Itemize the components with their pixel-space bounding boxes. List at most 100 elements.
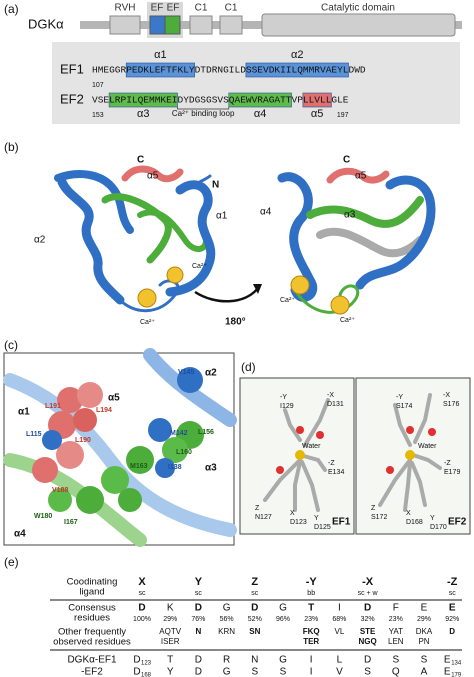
residue-label: L190 — [75, 437, 91, 444]
ligand-type: sc + w — [358, 590, 379, 597]
label: α4 — [260, 207, 272, 218]
helix-box — [228, 92, 292, 108]
ligand-label: S176 — [443, 401, 459, 408]
residue: D — [133, 655, 140, 666]
other-residue: DKA — [416, 627, 433, 636]
domain-box — [164, 15, 181, 35]
consensus-residue: D — [138, 603, 145, 614]
sequence-segment: QAEWVRAGATT — [229, 95, 292, 106]
label: α2 — [205, 368, 217, 379]
residue: S — [421, 655, 428, 666]
residue: D — [195, 655, 202, 666]
consensus-residue: T — [308, 603, 314, 614]
residue-number: 197 — [337, 112, 349, 119]
other-residue: YAT — [389, 627, 403, 636]
segment-label: α3 — [137, 108, 149, 120]
consensus-percent: 29% — [163, 616, 177, 623]
segment-label: α2 — [291, 49, 303, 61]
residue-label: V145 — [178, 369, 194, 376]
other-residue: SN — [249, 627, 260, 636]
loop-bracket — [177, 107, 230, 110]
consensus-residue: I — [338, 603, 341, 614]
sequence-segment: SSEVDKIILQMMRVAEYL — [246, 65, 349, 76]
consensus-percent: 96% — [276, 616, 290, 623]
residue: I — [310, 655, 313, 666]
residue-number: 123 — [141, 661, 152, 667]
label: α2 — [34, 235, 46, 246]
other-residue: LEN — [388, 637, 404, 646]
residue: R — [223, 655, 230, 666]
ligand-label: -X — [443, 392, 450, 399]
rotation-arrow — [194, 287, 259, 303]
other-residue: PN — [418, 637, 429, 646]
ligand-label: -Y — [280, 394, 287, 401]
label: Ca²⁺ — [140, 319, 155, 326]
helix-box — [125, 62, 195, 78]
panel-label: (c) — [4, 338, 18, 352]
other-residue: FKQ — [303, 627, 320, 636]
arrowhead — [253, 284, 262, 294]
ligand-label: -Z — [444, 460, 451, 467]
ligand-type: sc — [139, 590, 147, 597]
consensus-percent: 23% — [389, 616, 403, 623]
residue: S — [280, 667, 287, 677]
residue: D — [195, 667, 202, 677]
ligand-label: X — [406, 510, 411, 517]
row-label: residues — [74, 613, 110, 624]
residue: A — [421, 667, 428, 677]
segment-label: α5 — [311, 108, 323, 120]
domain-box — [189, 15, 213, 35]
consensus-residue: D — [364, 603, 371, 614]
residue-number: 168 — [141, 673, 152, 677]
residue: V — [336, 667, 343, 677]
residue-label: W180 — [34, 513, 52, 520]
residue-number: 107 — [92, 82, 104, 89]
residue: E — [444, 667, 451, 677]
consensus-percent: 32% — [361, 616, 375, 623]
sphere-model — [3, 348, 237, 547]
sequence-segment: PEDKLEFTFKLY — [126, 65, 195, 76]
residue-number: 179 — [451, 673, 462, 677]
ligand-label: Z — [255, 505, 260, 512]
consensus-percent: 68% — [332, 616, 346, 623]
ligand-label: D170 — [430, 524, 447, 531]
residue: T — [167, 655, 173, 666]
sequence-segment: DWD — [349, 65, 366, 76]
residue: L — [337, 655, 343, 666]
residue-label: L160 — [176, 449, 192, 456]
residue: Y — [167, 667, 174, 677]
domain-box — [109, 15, 141, 35]
row-label: DGKα-EF1 — [67, 655, 117, 666]
ligand-label: D125 — [314, 524, 331, 531]
stick-models — [263, 393, 442, 512]
segment-label: α1 — [154, 49, 166, 61]
ligand-label: -Z — [328, 460, 335, 467]
residue: G — [279, 655, 287, 666]
consensus-residue: F — [393, 603, 399, 614]
residue: S — [364, 667, 371, 677]
ligand-label: Y — [314, 515, 319, 522]
helix-box — [108, 92, 178, 108]
residue: Q — [392, 667, 400, 677]
residue-label: L191 — [45, 403, 61, 410]
residue-labels: L191 L194 V145 L115 L190 M142 L156 V188 L160 M163… — [26, 369, 214, 526]
label: α1 — [216, 211, 228, 222]
site-label: EF1 — [332, 517, 351, 528]
sequence-segment: GLE — [331, 95, 348, 106]
ligand-label: S172 — [371, 514, 387, 521]
label: C — [343, 155, 350, 166]
coordination-labels: -Y I129 -X D131 Water -Z E134 Z N127 X D123 Y D125 -Y… — [255, 392, 460, 531]
label: α3 — [344, 210, 356, 221]
sequence-box — [52, 42, 460, 124]
residue: G — [223, 667, 231, 677]
residue-label: L115 — [26, 431, 42, 438]
residue-label: V188 — [52, 487, 68, 494]
sequence-segment: DYDGSGSVS — [178, 95, 230, 106]
sequence-segment: LRPILQEMMKEI — [109, 95, 177, 106]
sequence-segment: VSE — [92, 95, 109, 106]
label: Ca²⁺ — [340, 317, 355, 324]
consensus-percent: 23% — [304, 616, 318, 623]
protein-name: DGKα — [28, 16, 64, 31]
residue-label: M142 — [170, 430, 188, 437]
